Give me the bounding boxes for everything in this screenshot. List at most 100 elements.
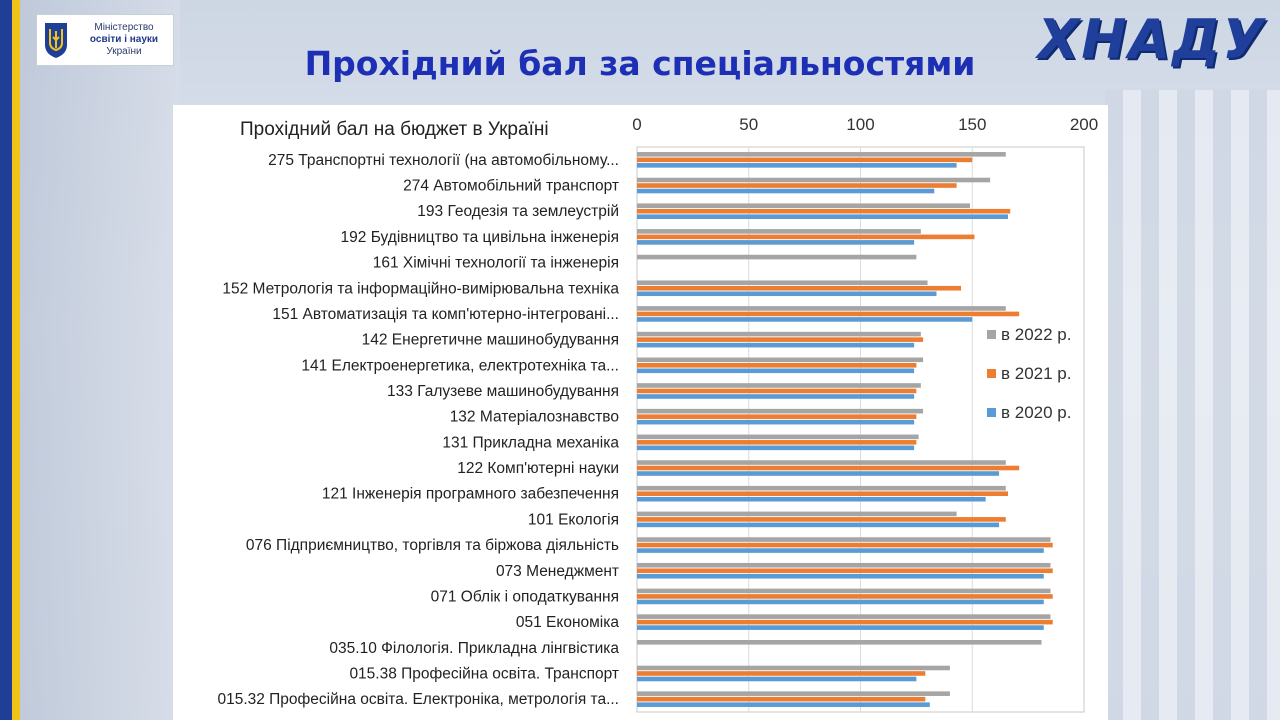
- category-label: 132 Матеріалознавство: [450, 409, 619, 426]
- bar: [637, 491, 1009, 497]
- ministry-line3: України: [106, 46, 142, 57]
- category-label: 142 Енергетичне машинобудування: [362, 332, 619, 349]
- category-label: 141 Електроенергетика, електротехніка та…: [301, 357, 619, 374]
- bar: [637, 188, 935, 194]
- category-label: 133 Галузеве машинобудування: [387, 383, 619, 400]
- bar: [637, 414, 917, 419]
- bar: [637, 573, 1044, 579]
- bar: [637, 511, 957, 517]
- category-label: 015.38 Професійна освіта. Транспорт: [349, 665, 619, 682]
- bar: [637, 625, 1044, 630]
- bar: [637, 183, 957, 188]
- bar: [637, 594, 1053, 599]
- legend-swatch: [987, 330, 996, 339]
- x-tick-label: 50: [739, 115, 758, 134]
- bar: [637, 214, 1009, 220]
- bar: [637, 342, 915, 348]
- category-label: 035.10 Філологія. Прикладна лінгвістика: [329, 640, 619, 657]
- bar: [637, 177, 991, 183]
- bar: [637, 485, 1006, 491]
- bar: [637, 337, 924, 342]
- ministry-logo: Міністерство освіти і науки України: [36, 14, 174, 66]
- x-tick-label: 200: [1070, 115, 1098, 134]
- x-tick-label: 150: [958, 115, 986, 134]
- background-left: [0, 0, 180, 720]
- bar: [637, 208, 1011, 214]
- category-label: 122 Комп'ютерні науки: [457, 460, 619, 477]
- bar: [637, 614, 1051, 619]
- bar: [637, 588, 1051, 594]
- bar: [637, 665, 950, 671]
- bar: [637, 562, 1051, 568]
- legend-label: в 2020 р.: [1001, 403, 1071, 422]
- bar: [637, 445, 915, 451]
- bar: [637, 471, 1000, 476]
- bar: [637, 362, 917, 368]
- bar: [637, 408, 924, 414]
- bar: [637, 548, 1044, 553]
- category-label: 076 Підприємництво, торгівля та біржова …: [246, 537, 619, 554]
- category-label: 152 Метрологія та інформаційно-вимірювал…: [222, 280, 619, 297]
- chart-title: Прохідний бал на бюджет в Україні: [240, 119, 549, 140]
- bar: [637, 254, 917, 260]
- bar: [637, 234, 975, 240]
- bar: [637, 691, 950, 696]
- university-logo: ХНАДУ: [1037, 8, 1266, 71]
- bar: [637, 702, 930, 707]
- bar: [637, 152, 1006, 157]
- category-label: 274 Автомобільний транспорт: [403, 178, 619, 195]
- legend-swatch: [987, 408, 996, 417]
- bar: [637, 331, 921, 337]
- ministry-line1: Міністерство: [94, 22, 154, 33]
- category-label: 051 Економіка: [516, 614, 619, 631]
- bar: [637, 496, 986, 502]
- bar: [637, 317, 973, 322]
- bar: [637, 388, 917, 394]
- ministry-name: Міністерство освіти і науки України: [75, 22, 173, 58]
- category-label: 073 Менеджмент: [496, 563, 619, 580]
- bar: [637, 537, 1051, 542]
- trident-emblem-icon: [37, 15, 75, 65]
- category-label: 192 Будівництво та цивільна інженерія: [341, 229, 619, 246]
- bar: [637, 434, 919, 440]
- x-tick-label: 100: [846, 115, 874, 134]
- legend-label: в 2021 р.: [1001, 364, 1071, 383]
- bar: [637, 676, 917, 682]
- category-label: 071 Облік і оподаткування: [431, 588, 619, 605]
- bar: [637, 599, 1044, 605]
- bar: [637, 229, 921, 234]
- category-label: 121 Інженерія програмного забезпечення: [322, 486, 619, 503]
- bar: [637, 306, 1006, 311]
- bar: [637, 285, 962, 291]
- bar: [637, 465, 1020, 471]
- bar: [637, 368, 915, 374]
- bar: [637, 542, 1053, 548]
- bar: [637, 291, 937, 297]
- bar: [637, 311, 1020, 317]
- yellow-stripe: [12, 0, 20, 720]
- bar: [637, 568, 1053, 574]
- category-label: 161 Хімічні технології та інженерія: [373, 255, 619, 272]
- bar: [637, 203, 971, 209]
- bar: [637, 163, 957, 168]
- category-label: 131 Прикладна механіка: [442, 434, 619, 451]
- category-label: 275 Транспортні технології (на автомобіл…: [268, 152, 619, 169]
- category-label: 151 Автоматизація та комп'ютерно-інтегро…: [272, 306, 619, 323]
- bar: [637, 639, 1042, 645]
- bar: [637, 460, 1006, 465]
- bar: [637, 696, 926, 702]
- bar: [637, 383, 921, 388]
- background-right: [1105, 90, 1280, 720]
- bar: [637, 440, 917, 445]
- category-label: 015.32 Професійна освіта. Електроніка, м…: [217, 691, 619, 708]
- bar: [637, 619, 1053, 625]
- category-label: 101 Екологія: [528, 511, 619, 528]
- bar: [637, 240, 915, 245]
- blue-stripe: [0, 0, 12, 720]
- bar: [637, 394, 915, 399]
- bar: [637, 280, 928, 286]
- page-title: Прохідний бал за спеціальностями: [304, 44, 976, 83]
- bar: [637, 157, 973, 163]
- bar: [637, 517, 1006, 522]
- bar: [637, 357, 924, 363]
